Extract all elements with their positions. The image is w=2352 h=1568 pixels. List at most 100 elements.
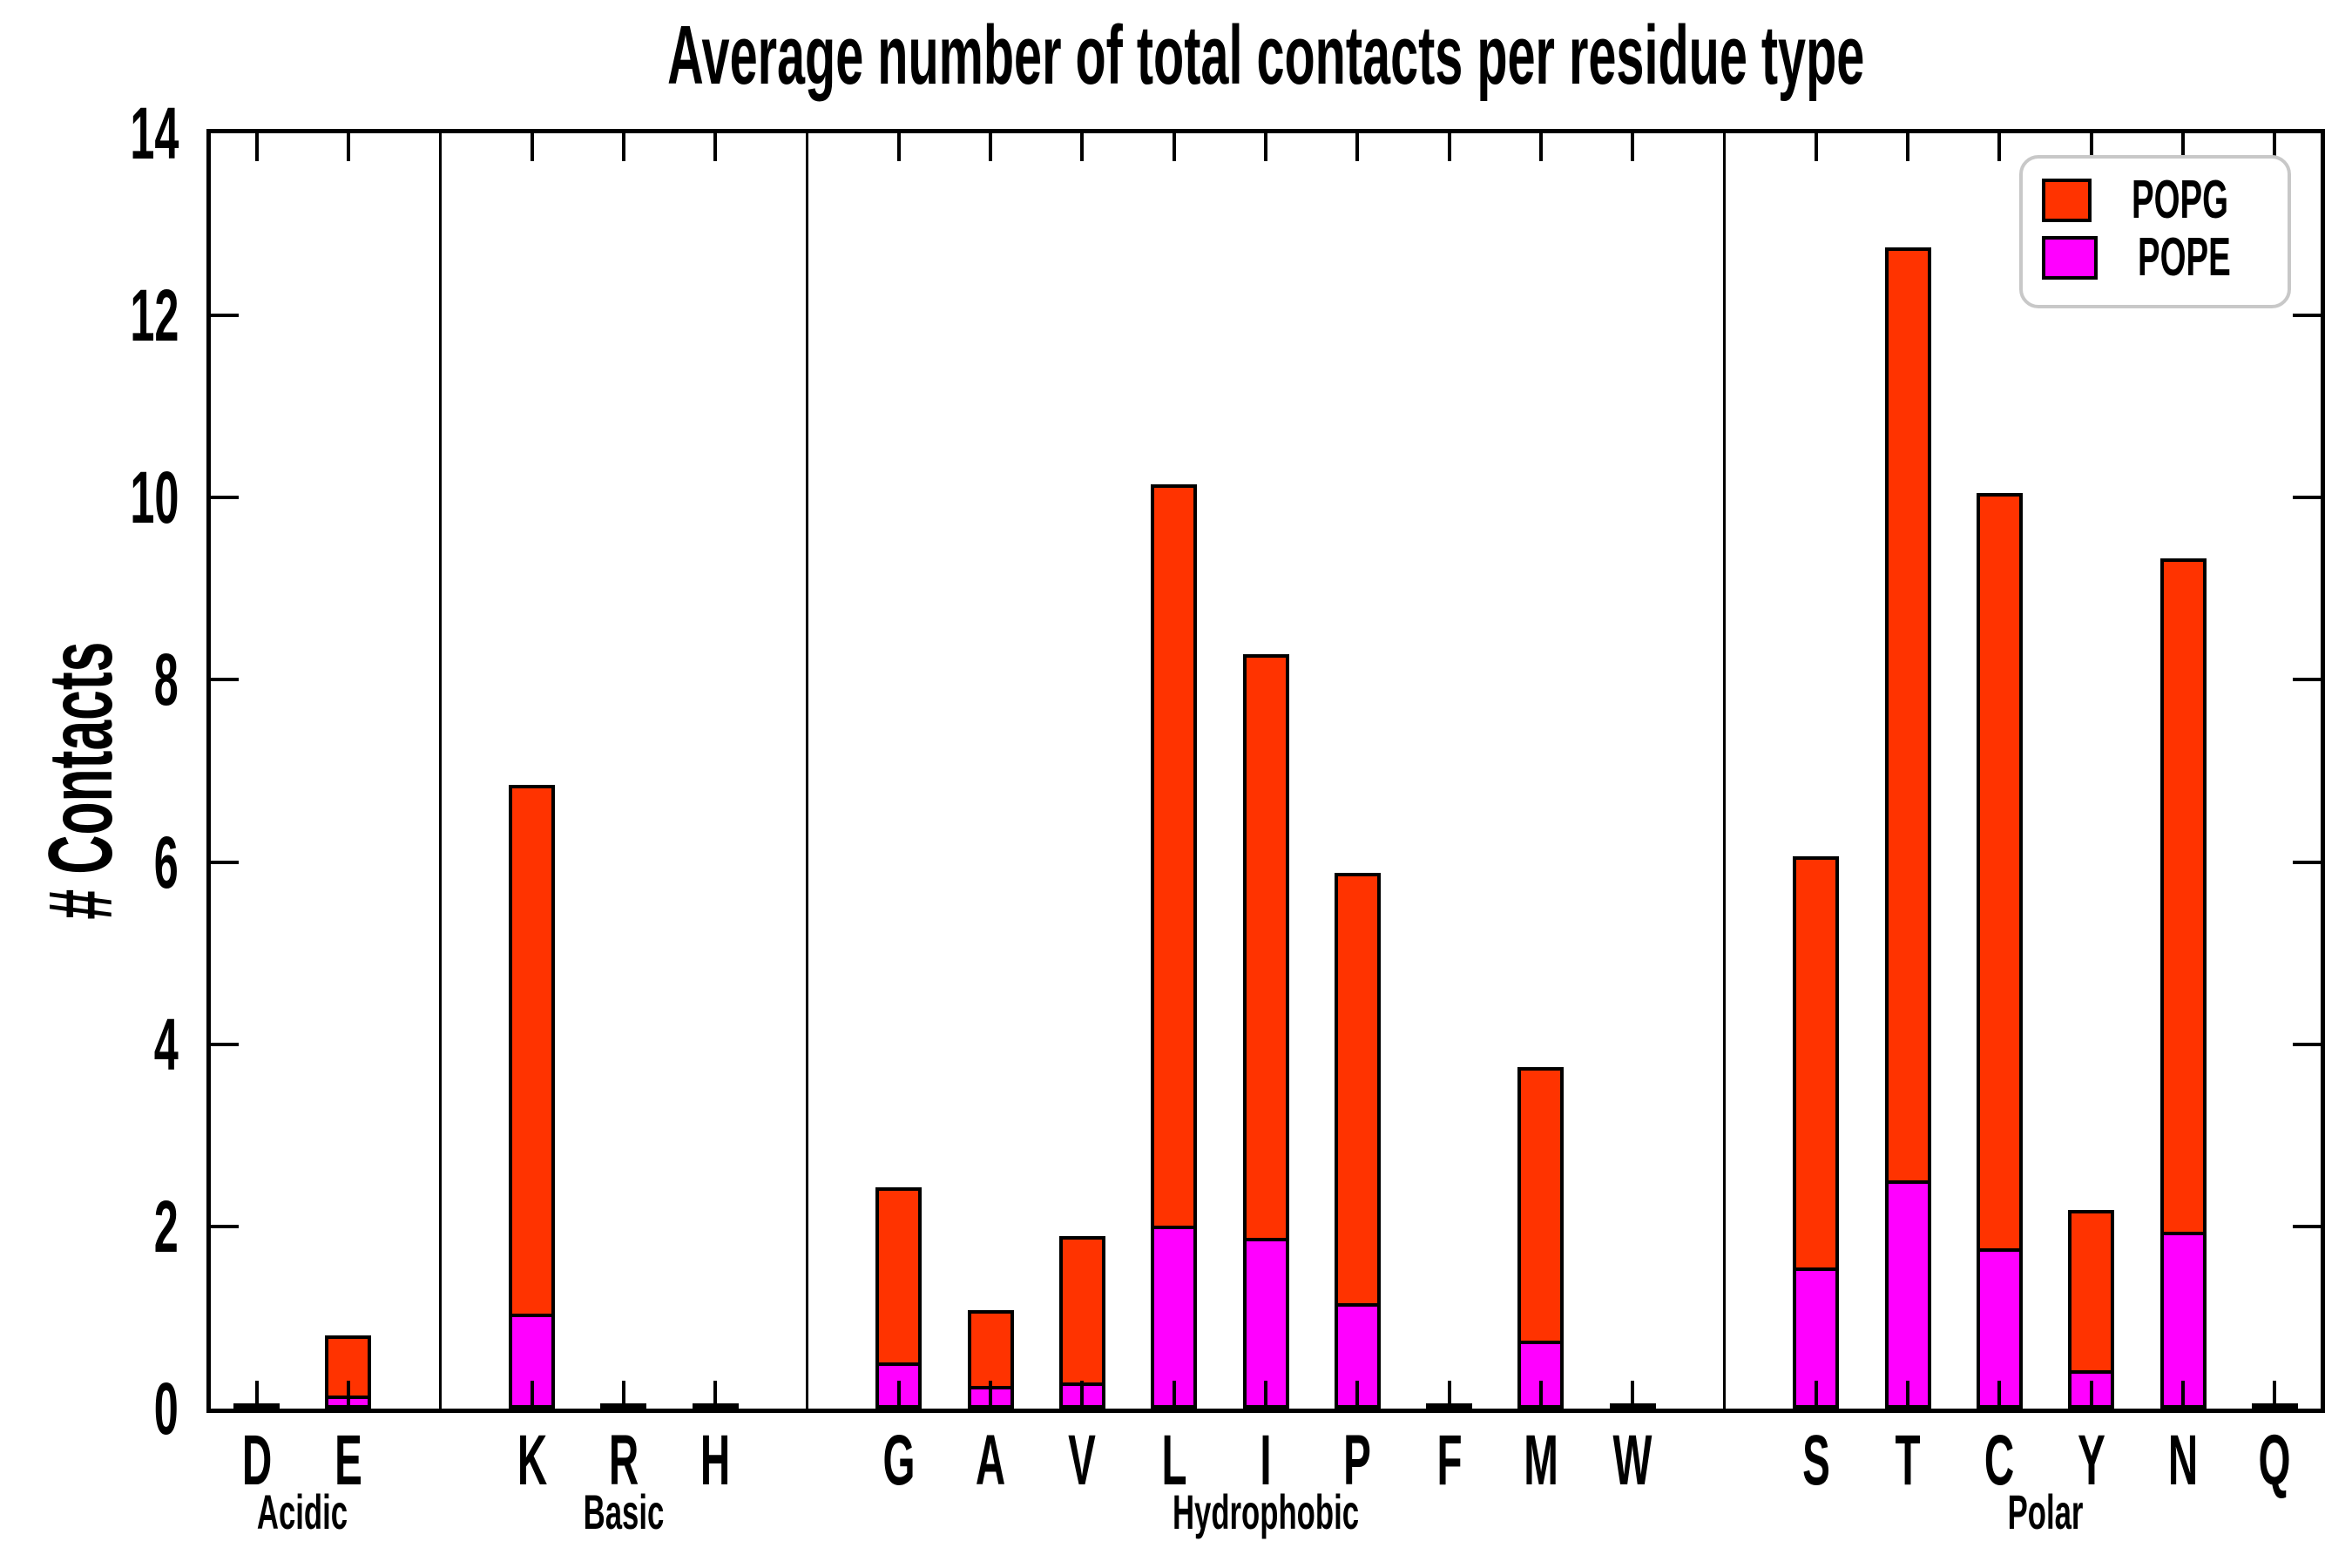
x-tick [1997, 1381, 2002, 1409]
group-separator [805, 133, 808, 1409]
group-label-polar: Polar [2007, 1484, 2084, 1539]
bar-T [1884, 247, 1931, 1409]
x-tick [2273, 1381, 2277, 1409]
bar-T-pope-segment [1888, 1179, 1928, 1405]
y-tick-label: 10 [0, 461, 179, 534]
bar-L [1151, 483, 1198, 1409]
group-separator [438, 133, 442, 1409]
x-tick [713, 1381, 718, 1409]
bar-I-pope-segment [1246, 1237, 1286, 1405]
chart-title-text: Average number of total contacts per res… [666, 9, 1865, 102]
x-tick [1264, 1381, 1267, 1409]
x-label-D: D [241, 1421, 272, 1500]
bar-K [509, 784, 556, 1409]
x-tick [2181, 1381, 2186, 1409]
x-label-K: K [517, 1421, 547, 1500]
group-label-hydrophobic: Hydrophobic [1172, 1484, 1360, 1539]
x-label-G: G [882, 1421, 916, 1500]
x-tick [1447, 1381, 1451, 1409]
x-tick [1172, 1381, 1176, 1409]
group-label-basic: Basic [583, 1484, 665, 1539]
x-tick [1172, 133, 1176, 161]
x-tick [530, 1381, 534, 1409]
y-tick [2293, 496, 2321, 500]
x-label-Q: Q [2258, 1421, 2291, 1500]
bar-C-pope-segment [1979, 1248, 2019, 1405]
x-label-P: P [1343, 1421, 1372, 1500]
x-tick [621, 1381, 625, 1409]
y-tick [2293, 860, 2321, 864]
x-tick [713, 133, 718, 161]
x-tick [2089, 133, 2093, 161]
x-label-V: V [1068, 1421, 1097, 1500]
y-tick-label: 2 [0, 1190, 179, 1263]
x-tick [1355, 133, 1360, 161]
y-tick-label: 6 [0, 826, 179, 899]
x-tick [1906, 1381, 1910, 1409]
x-label-C: C [1984, 1421, 2015, 1500]
y-tick-label-text: 6 [153, 821, 179, 903]
y-tick [2293, 1042, 2321, 1046]
y-tick [211, 1224, 239, 1228]
y-tick [2293, 678, 2321, 682]
bar-L-pope-segment [1154, 1226, 1194, 1405]
x-label-L: L [1161, 1421, 1187, 1500]
y-tick [211, 1042, 239, 1046]
bar-G [875, 1186, 923, 1409]
x-label-T: T [1895, 1421, 1921, 1500]
x-tick [1538, 1381, 1543, 1409]
x-tick [1538, 133, 1543, 161]
y-tick-label: 14 [0, 97, 179, 170]
x-label-N: N [2167, 1421, 2199, 1500]
y-tick [2293, 314, 2321, 318]
y-tick-label: 4 [0, 1008, 179, 1081]
bar-N [2159, 558, 2207, 1409]
x-label-S: S [1801, 1421, 1830, 1500]
y-tick [211, 314, 239, 318]
chart-title: Average number of total contacts per res… [206, 9, 2325, 102]
x-tick [1631, 133, 1635, 161]
y-tick-label-text: 4 [153, 1003, 179, 1085]
x-tick [254, 1381, 259, 1409]
y-tick-label-text: 14 [129, 92, 179, 174]
x-tick [1080, 1381, 1085, 1409]
x-tick [1264, 133, 1267, 161]
group-label-acidic: Acidic [257, 1484, 348, 1539]
y-tick-label-text: 12 [129, 274, 179, 357]
x-label-R: R [608, 1421, 639, 1500]
x-label-H: H [700, 1421, 731, 1500]
group-separator [1723, 133, 1727, 1409]
legend-label-popg: POPG [2131, 170, 2228, 230]
x-tick [1814, 1381, 1818, 1409]
x-label-W: W [1612, 1421, 1652, 1500]
x-label-I: I [1260, 1421, 1272, 1500]
bar-P-pope-segment [1337, 1302, 1377, 1405]
y-tick [211, 496, 239, 500]
x-tick [346, 1381, 350, 1409]
bar-N-pope-segment [2163, 1232, 2203, 1405]
legend-entry-pope: POPE [2042, 231, 2288, 285]
x-label-M: M [1524, 1421, 1558, 1500]
x-tick [1355, 1381, 1360, 1409]
x-tick [254, 133, 259, 161]
legend-entry-popg: POPG [2042, 170, 2288, 230]
x-tick [530, 133, 534, 161]
y-tick-label: 8 [0, 643, 179, 716]
y-tick-label-text: 8 [153, 639, 179, 721]
x-tick [989, 133, 993, 161]
x-label-E: E [335, 1421, 362, 1500]
y-tick-label: 0 [0, 1372, 179, 1445]
y-axis-label: # Contacts [30, 476, 138, 1085]
y-tick-label-text: 0 [153, 1368, 179, 1450]
legend: POPG POPE [2019, 155, 2291, 308]
x-tick [896, 133, 901, 161]
bar-M [1517, 1066, 1565, 1409]
y-tick [211, 860, 239, 864]
bar-Y [2068, 1210, 2115, 1409]
x-label-A: A [975, 1421, 1006, 1500]
bar-C [1976, 493, 2023, 1409]
y-tick-label-text: 10 [129, 456, 179, 539]
x-tick [621, 133, 625, 161]
popg-swatch-icon [2042, 179, 2092, 222]
x-tick [1997, 133, 2002, 161]
